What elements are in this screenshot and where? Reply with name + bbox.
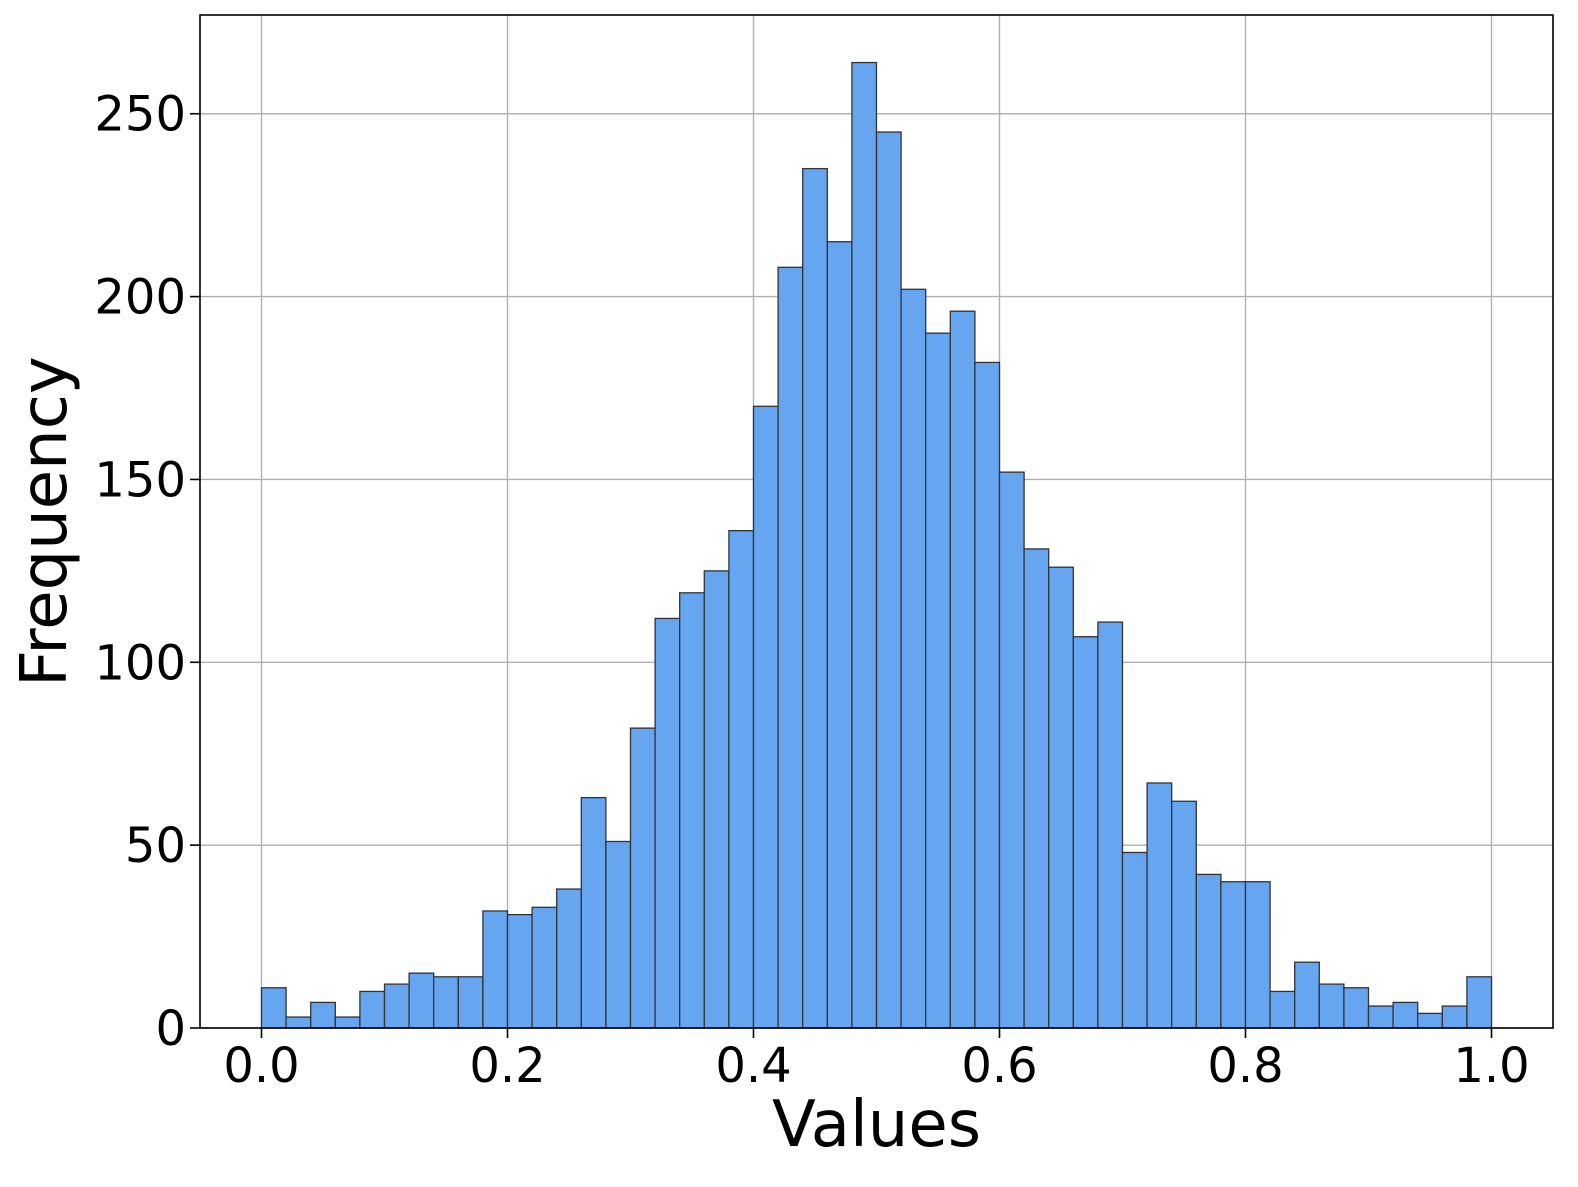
x-tick-label: 0.6 <box>961 1038 1037 1094</box>
histogram-bar <box>1417 1012 1443 1029</box>
histogram-bar <box>482 910 509 1029</box>
histogram-bar <box>506 913 533 1029</box>
histogram-bar <box>752 405 779 1029</box>
histogram-bar <box>260 987 287 1029</box>
x-tick-label: 0.8 <box>1207 1038 1283 1094</box>
histogram-bar <box>433 976 459 1029</box>
histogram-bar <box>1244 881 1271 1029</box>
histogram-bar <box>408 972 435 1029</box>
histogram-bar <box>875 131 902 1029</box>
histogram-bar <box>1318 983 1345 1029</box>
histogram-bar <box>1294 961 1320 1029</box>
histogram-bar <box>1195 873 1222 1029</box>
histogram-bar <box>949 310 976 1029</box>
x-tick-label: 0.2 <box>469 1038 545 1094</box>
histogram-bar <box>531 906 558 1029</box>
y-tick-label: 50 <box>125 818 186 874</box>
histogram-bar <box>998 471 1025 1029</box>
y-tick-label: 150 <box>94 452 186 508</box>
histogram-bar <box>383 983 410 1029</box>
histogram-bar <box>1072 636 1099 1029</box>
plot-frame <box>199 14 1554 1029</box>
histogram-bar <box>1392 1001 1419 1029</box>
histogram-bar <box>359 990 386 1029</box>
histogram-bar <box>556 888 582 1029</box>
histogram-bar <box>285 1016 312 1029</box>
x-tick-label: 0.4 <box>715 1038 791 1094</box>
histogram-bar <box>580 796 607 1029</box>
y-tick-label: 100 <box>94 635 186 691</box>
histogram-bar <box>802 167 828 1029</box>
histogram-bar <box>925 332 951 1029</box>
histogram-bar <box>777 266 804 1029</box>
histogram-bar <box>1441 1005 1468 1029</box>
histogram-bar <box>1097 621 1124 1029</box>
histogram-bar <box>334 1016 361 1029</box>
x-tick-label: 0.0 <box>223 1038 299 1094</box>
histogram-bar <box>1146 782 1173 1029</box>
y-tick-label: 250 <box>94 87 186 143</box>
histogram-bar <box>629 727 656 1029</box>
histogram-bar <box>1343 987 1370 1029</box>
histogram-bar <box>1121 851 1148 1029</box>
histogram-bar <box>310 1001 336 1029</box>
histogram-bar <box>728 529 755 1029</box>
y-axis-label: Frequency <box>8 356 82 687</box>
histogram-bar <box>900 288 927 1029</box>
x-axis-label: Values <box>772 1088 981 1162</box>
x-tick-label: 1.0 <box>1453 1038 1529 1094</box>
histogram-bar <box>826 241 853 1029</box>
histogram-bar <box>1220 881 1247 1029</box>
histogram-bar <box>1171 800 1197 1029</box>
y-tick-label: 0 <box>155 1001 186 1057</box>
histogram-bar <box>851 61 878 1029</box>
histogram-bar <box>974 361 1001 1029</box>
histogram-bar <box>1023 548 1050 1029</box>
histogram-bar <box>605 840 632 1029</box>
axis-ticks: 0.0 0.2 0.4 0.6 0.8 1.0 0 50 100 150 200 250 <box>94 87 1529 1094</box>
histogram-bar <box>457 976 484 1029</box>
histogram-bar <box>1466 976 1493 1029</box>
histogram-bar <box>703 570 730 1029</box>
histogram-bar <box>654 617 681 1029</box>
histogram-bar <box>1367 1005 1394 1029</box>
histogram-bar <box>679 592 705 1029</box>
histogram-bar <box>1269 990 1296 1029</box>
histogram-bars <box>260 61 1493 1029</box>
histogram-bar <box>1048 566 1074 1029</box>
y-tick-label: 200 <box>94 270 186 326</box>
